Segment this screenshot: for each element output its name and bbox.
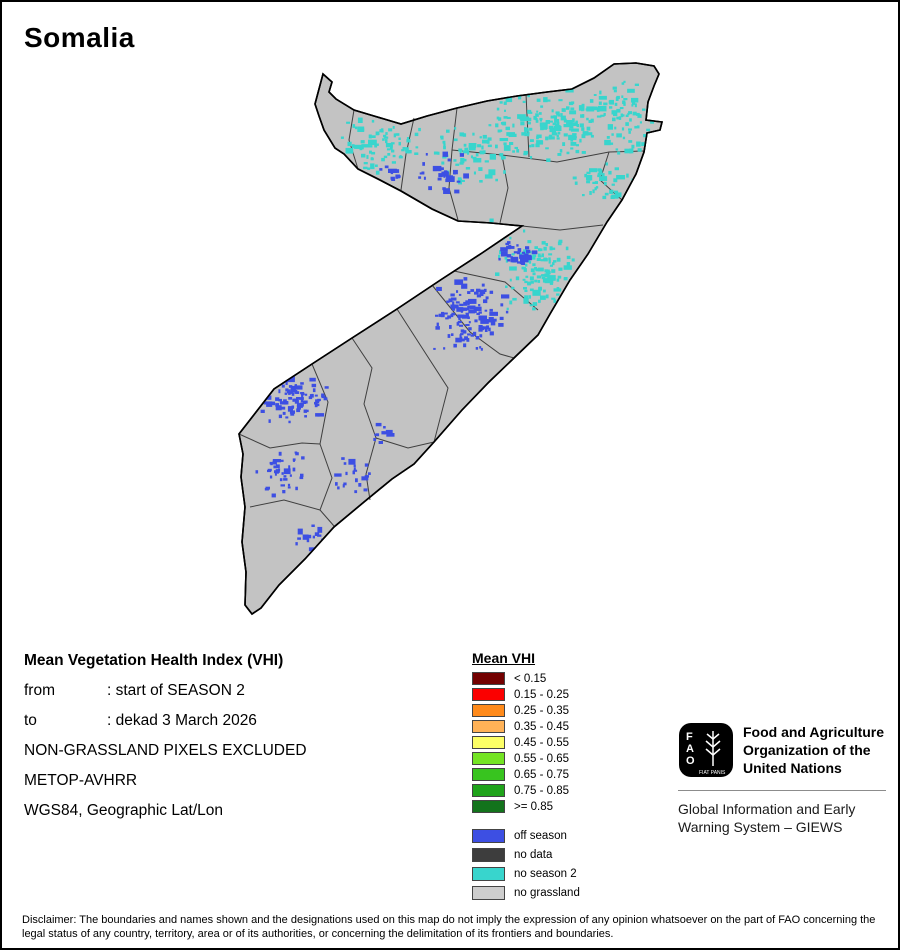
legend-row: 0.55 - 0.65 — [472, 752, 580, 765]
info-heading: Mean Vegetation Health Index (VHI) — [24, 652, 284, 669]
info-line-from: from : start of SEASON 2 — [24, 680, 307, 710]
legend-row: 0.75 - 0.85 — [472, 784, 580, 797]
giews-line: Global Information and Early — [678, 801, 856, 817]
legend-swatch — [472, 784, 505, 797]
fao-name: Food and Agriculture Organization of the… — [743, 723, 884, 777]
legend-swatch — [472, 800, 505, 813]
legend-label: no data — [514, 849, 553, 861]
fao-logo-letter-f: F — [686, 731, 693, 743]
fao-name-line: United Nations — [743, 760, 842, 776]
giews-line: Warning System – GIEWS — [678, 819, 843, 835]
legend-row: 0.45 - 0.55 — [472, 736, 580, 749]
fao-name-line: Organization of the — [743, 742, 871, 758]
wheat-icon — [705, 731, 721, 766]
info-line-excluded: NON-GRASSLAND PIXELS EXCLUDED — [24, 742, 307, 759]
legend-swatch — [472, 867, 505, 881]
legend-row: 0.35 - 0.45 — [472, 720, 580, 733]
legend-label: < 0.15 — [514, 672, 547, 685]
fao-logo-letter-a: A — [686, 743, 694, 755]
legend-label: no season 2 — [514, 868, 577, 880]
fao-name-line: Food and Agriculture — [743, 724, 885, 740]
legend-row: no grassland — [472, 886, 580, 900]
vhi-pixels — [253, 80, 654, 552]
legend-row: no data — [472, 848, 580, 862]
region-line — [348, 109, 359, 170]
legend-label: off season — [514, 830, 567, 842]
legend-swatch — [472, 752, 505, 765]
page-title: Somalia — [24, 22, 135, 53]
legend-label: 0.55 - 0.65 — [514, 752, 569, 765]
somalia-map — [238, 62, 663, 616]
legend-swatch — [472, 688, 505, 701]
to-label: to — [24, 712, 37, 729]
category-legend-rows: off season no data no season 2 no grassland — [472, 829, 580, 900]
vhi-legend-rows: < 0.15 0.15 - 0.25 0.25 - 0.35 0.35 - 0.45 0… — [472, 672, 580, 813]
legend-row: 0.15 - 0.25 — [472, 688, 580, 701]
legend-swatch — [472, 848, 505, 862]
to-value: : dekad 3 March 2026 — [107, 712, 257, 729]
legend-swatch — [472, 704, 505, 717]
legend-label: 0.75 - 0.85 — [514, 784, 569, 797]
legend-label: 0.15 - 0.25 — [514, 688, 569, 701]
legend-swatch — [472, 829, 505, 843]
country-outline-stroke — [238, 62, 663, 616]
from-value: : start of SEASON 2 — [107, 682, 245, 699]
legend-label: 0.25 - 0.35 — [514, 704, 569, 717]
legend-swatch — [472, 886, 505, 900]
info-line-to: to : dekad 3 March 2026 — [24, 710, 307, 740]
fao-logo-row: F A O FIAT PANIS Food and Agriculture Or… — [678, 722, 886, 778]
region-line — [249, 499, 321, 511]
divider — [678, 790, 886, 791]
giews-text: Global Information and Early Warning Sys… — [678, 800, 886, 836]
legend-row: off season — [472, 829, 580, 843]
legend: Mean VHI < 0.15 0.15 - 0.25 0.25 - 0.35 0.3… — [472, 650, 580, 905]
region-line — [525, 93, 530, 158]
disclaimer-text: Disclaimer: The boundaries and names sho… — [22, 914, 876, 940]
region-line — [238, 433, 321, 449]
from-label: from — [24, 682, 55, 699]
map-info-block: Mean Vegetation Health Index (VHI) from … — [24, 650, 307, 830]
fiat-panis-text: FIAT PANIS — [699, 770, 726, 776]
region-line — [400, 117, 415, 191]
legend-swatch — [472, 672, 505, 685]
region-line — [499, 154, 509, 224]
legend-label: no grassland — [514, 887, 580, 899]
legend-title: Mean VHI — [472, 650, 536, 666]
legend-label: >= 0.85 — [514, 800, 554, 813]
region-line — [311, 363, 335, 527]
legend-label: 0.65 - 0.75 — [514, 768, 569, 781]
legend-swatch — [472, 768, 505, 781]
legend-swatch — [472, 736, 505, 749]
legend-label: 0.45 - 0.55 — [514, 736, 569, 749]
legend-row: 0.25 - 0.35 — [472, 704, 580, 717]
legend-row: < 0.15 — [472, 672, 580, 685]
legend-row: 0.65 - 0.75 — [472, 768, 580, 781]
fao-block: F A O FIAT PANIS Food and Agriculture Or… — [678, 722, 886, 836]
legend-label: 0.35 - 0.45 — [514, 720, 569, 733]
legend-row: >= 0.85 — [472, 800, 580, 813]
info-line-sensor: METOP-AVHRR — [24, 772, 138, 789]
region-line — [521, 224, 604, 231]
region-line — [396, 308, 449, 443]
fao-logo-icon: F A O FIAT PANIS — [679, 723, 733, 777]
fao-logo-letter-o: O — [686, 755, 695, 767]
legend-row: no season 2 — [472, 867, 580, 881]
region-line — [375, 437, 435, 449]
info-line-projection: WGS84, Geographic Lat/Lon — [24, 802, 224, 819]
legend-swatch — [472, 720, 505, 733]
